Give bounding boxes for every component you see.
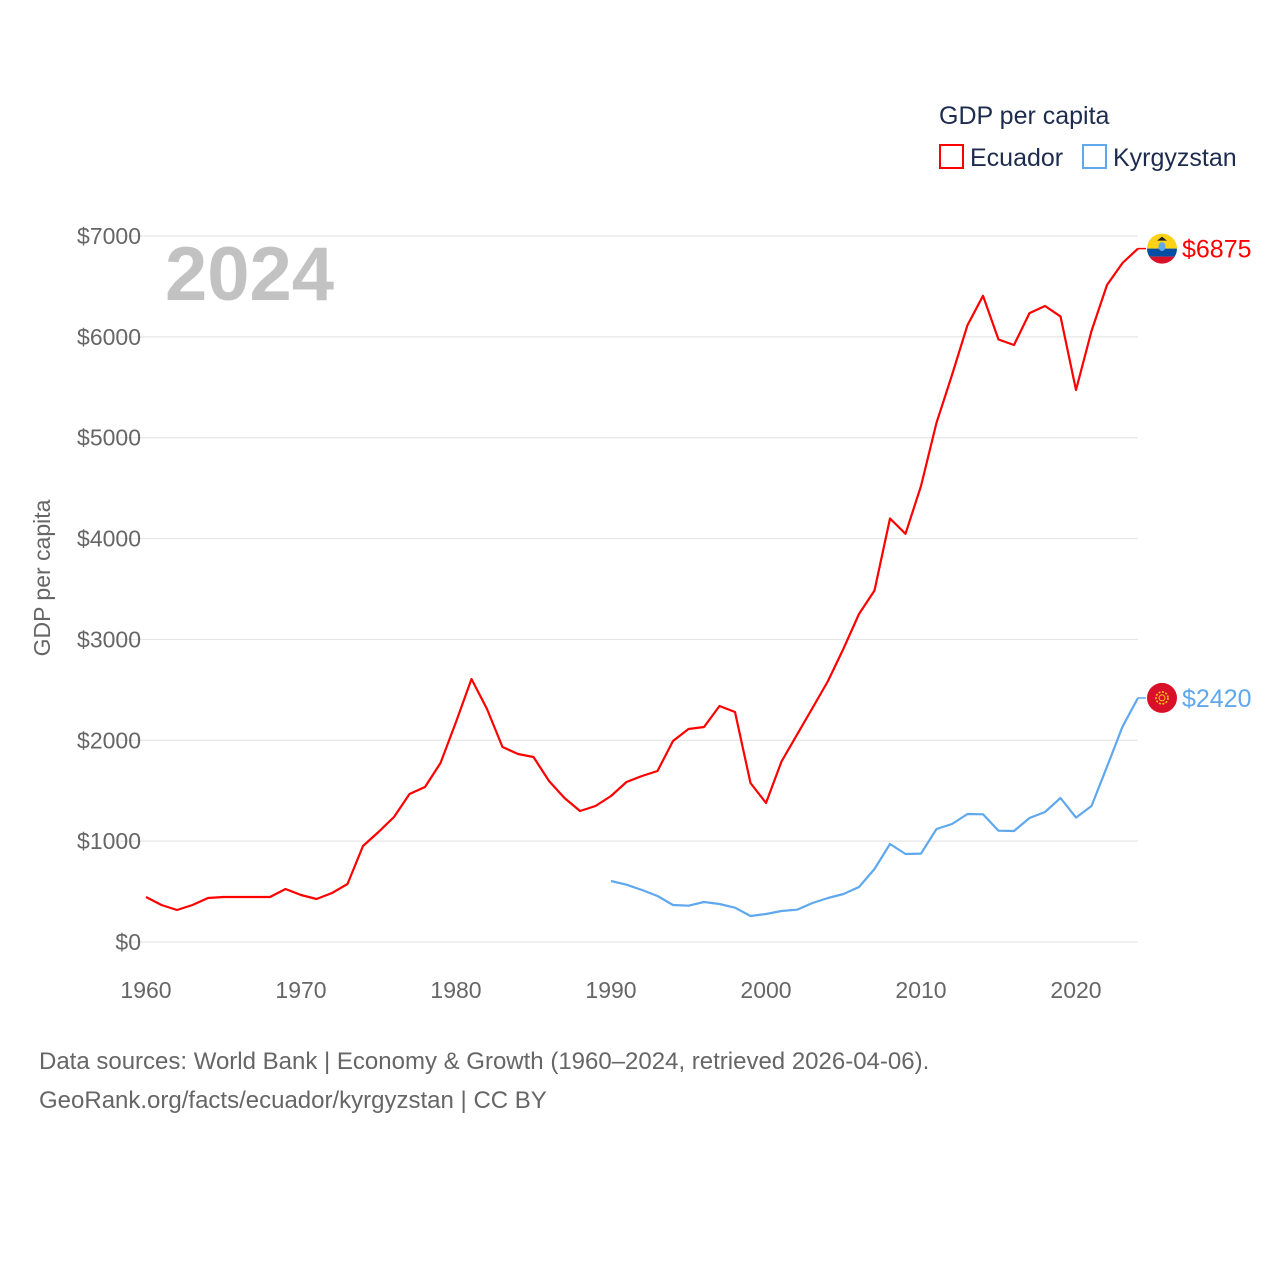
x-tick-label: 1970	[275, 977, 326, 1003]
grid-lines	[120, 235, 1138, 943]
x-tick-label: 1990	[585, 977, 636, 1003]
footer-sources: Data sources: World Bank | Economy & Gro…	[39, 1048, 929, 1075]
y-tick-label: $0	[115, 929, 141, 955]
y-axis-label: GDP per capita	[29, 499, 55, 656]
x-tick-label: 2000	[740, 977, 791, 1003]
year-watermark: 2024	[165, 232, 334, 317]
y-tick-label: $1000	[77, 828, 141, 854]
flag-tunduk	[1158, 694, 1166, 702]
end-labels: $6875 $2420	[1138, 233, 1252, 713]
flag-stripes	[1147, 233, 1177, 264]
ecuador-flag-icon	[1147, 233, 1177, 264]
x-tick-label: 2020	[1050, 977, 1101, 1003]
series-line-kyrgyzstan	[610, 697, 1139, 918]
y-tick-label: $6000	[77, 324, 141, 350]
x-tick-label: 1980	[430, 977, 481, 1003]
legend-item-kyrgyzstan[interactable]: Kyrgyzstan	[1082, 144, 1237, 172]
footer-link[interactable]: GeoRank.org/facts/ecuador/kyrgyzstan | C…	[39, 1087, 547, 1114]
flag-condor	[1157, 236, 1167, 241]
flag-emblem	[1158, 242, 1166, 252]
y-tick-label: $2000	[77, 727, 141, 753]
x-tick-label: 2010	[895, 977, 946, 1003]
y-axis-ticks: $0 $1000 $2000 $3000 $4000 $5000 $6000 $7000	[77, 223, 141, 955]
legend: GDP per capita Ecuador Kyrgyzstan	[939, 102, 1237, 172]
legend-label-ecuador: Ecuador	[970, 144, 1063, 172]
flag-sun	[1155, 691, 1169, 705]
legend-swatch-kyrgyzstan	[1082, 144, 1107, 169]
y-tick-label: $5000	[77, 425, 141, 451]
flag-blue	[1147, 248, 1177, 257]
y-tick-label: $4000	[77, 526, 141, 552]
legend-title: GDP per capita	[939, 102, 1110, 130]
end-value-label: $2420	[1182, 685, 1252, 713]
x-tick-label: 1960	[120, 977, 171, 1003]
legend-item-ecuador[interactable]: Ecuador	[939, 144, 1063, 172]
series-line-ecuador	[145, 247, 1139, 912]
legend-label-kyrgyzstan: Kyrgyzstan	[1113, 144, 1237, 172]
y-tick-label: $7000	[77, 223, 141, 249]
flag-red	[1147, 256, 1177, 264]
x-axis-ticks: 1960 1970 1980 1990 2000 2010 2020	[120, 977, 1101, 1003]
series-lines	[145, 247, 1139, 918]
end-value-label: $6875	[1182, 236, 1252, 264]
flag-yellow	[1147, 233, 1177, 249]
legend-swatch-ecuador	[939, 144, 964, 169]
flag-red	[1147, 682, 1177, 713]
kyrgyzstan-flag-icon	[1147, 682, 1177, 713]
y-tick-label: $3000	[77, 626, 141, 652]
